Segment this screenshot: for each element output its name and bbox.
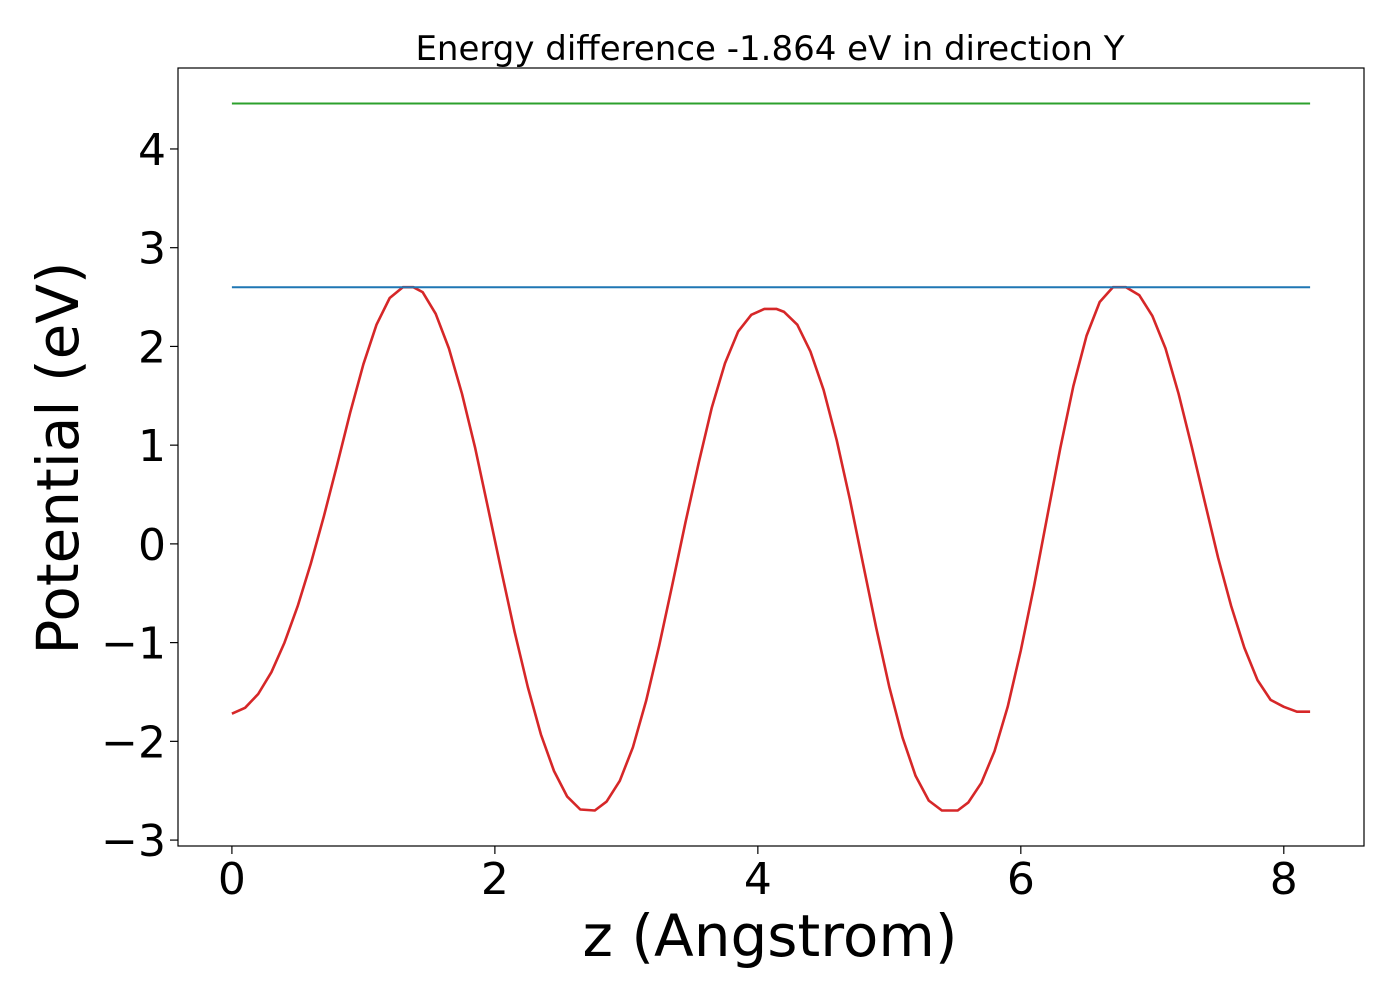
y-tick-label: 2 (138, 322, 166, 373)
y-tick-label: 3 (138, 224, 166, 275)
series-line-0 (231, 285, 1311, 812)
x-tick-label: 0 (218, 854, 246, 905)
y-tick-label: −2 (101, 717, 166, 768)
y-tick-label: 4 (138, 125, 166, 176)
series-layer (231, 102, 1311, 812)
x-axis-label: z (Angstrom) (583, 902, 958, 970)
chart-title: Energy difference -1.864 eV in direction… (415, 29, 1124, 69)
x-tick-label: 8 (1270, 854, 1298, 905)
x-axis-ticks: 0 2 4 6 8 (218, 846, 1298, 905)
y-axis-ticks: −3 −2 −1 0 1 2 3 4 (101, 125, 178, 867)
y-tick-label: −1 (101, 619, 166, 670)
y-tick-label: 0 (138, 520, 166, 571)
x-tick-label: 6 (1007, 854, 1035, 905)
plot-frame (177, 67, 1365, 847)
x-tick-label: 2 (481, 854, 509, 905)
x-tick-label: 4 (744, 854, 772, 905)
y-tick-label: −3 (101, 816, 166, 867)
y-tick-label: 1 (138, 421, 166, 472)
y-axis-label: Potential (eV) (24, 261, 92, 654)
